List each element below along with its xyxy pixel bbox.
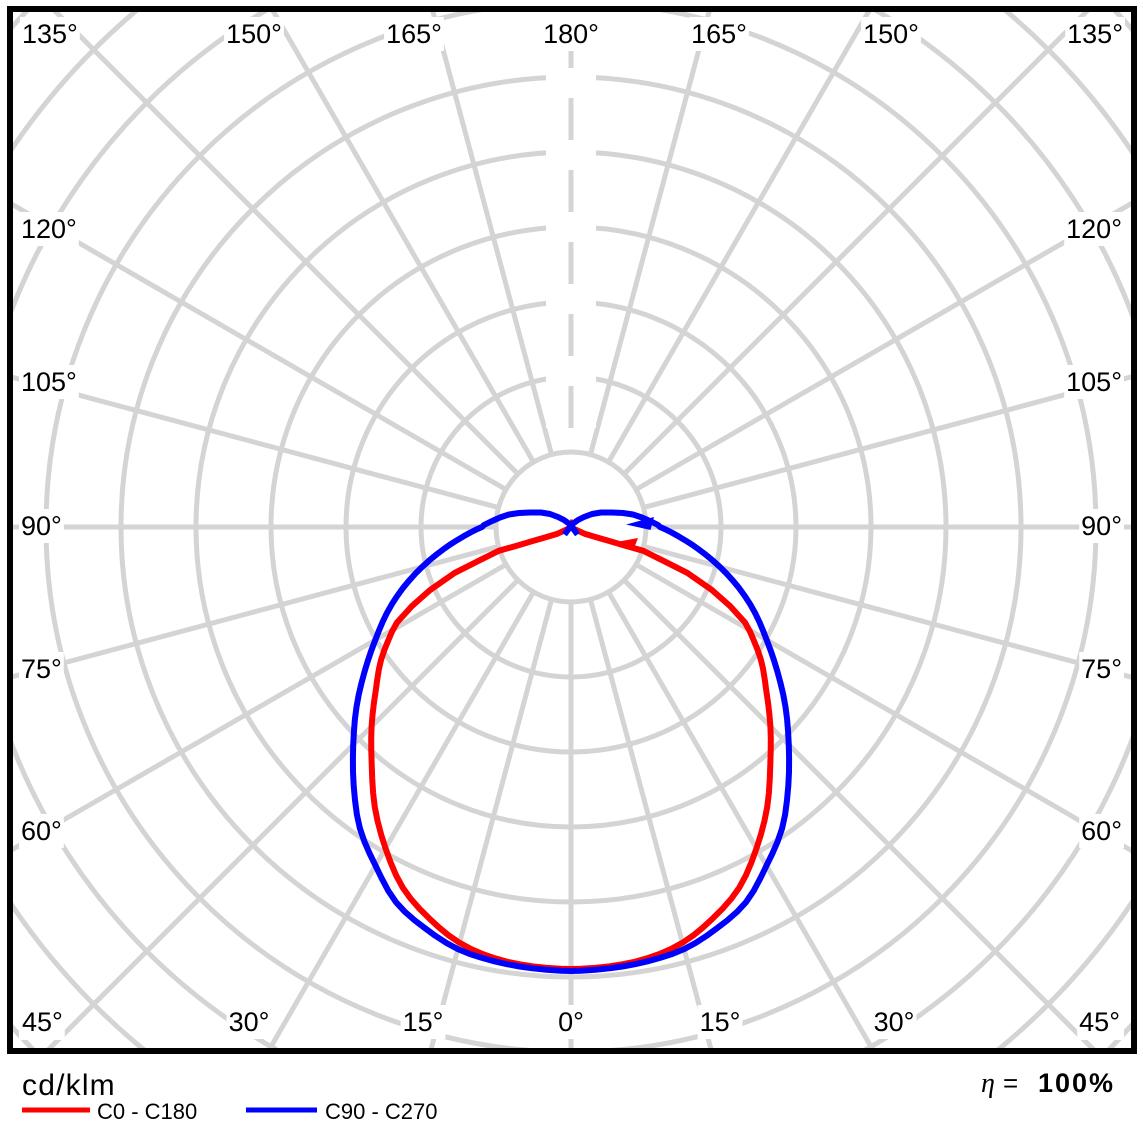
svg-text:=: = — [1003, 1068, 1018, 1098]
svg-text:45°: 45° — [22, 1007, 63, 1037]
svg-text:165°: 165° — [386, 19, 442, 49]
svg-text:C90 - C270: C90 - C270 — [325, 1099, 438, 1124]
svg-text:90°: 90° — [1081, 511, 1122, 541]
svg-text:90°: 90° — [21, 511, 62, 541]
svg-text:150°: 150° — [226, 19, 282, 49]
svg-text:105°: 105° — [21, 367, 77, 397]
svg-text:75°: 75° — [21, 654, 62, 684]
svg-text:165°: 165° — [691, 19, 747, 49]
svg-text:η: η — [981, 1068, 995, 1099]
svg-text:135°: 135° — [1067, 19, 1123, 49]
svg-text:15°: 15° — [403, 1007, 444, 1037]
svg-text:135°: 135° — [22, 19, 78, 49]
svg-text:180°: 180° — [543, 19, 599, 49]
svg-text:60°: 60° — [1081, 816, 1122, 846]
svg-text:15°: 15° — [700, 1007, 741, 1037]
svg-text:C0 - C180: C0 - C180 — [97, 1099, 197, 1124]
svg-text:105°: 105° — [1066, 367, 1122, 397]
svg-text:cd/klm: cd/klm — [22, 1069, 116, 1102]
svg-text:120°: 120° — [1066, 214, 1122, 244]
svg-text:75°: 75° — [1081, 654, 1122, 684]
svg-text:30°: 30° — [229, 1007, 270, 1037]
svg-text:60°: 60° — [21, 816, 62, 846]
svg-text:30°: 30° — [874, 1007, 915, 1037]
svg-text:150°: 150° — [863, 19, 919, 49]
svg-text:0°: 0° — [558, 1007, 584, 1037]
svg-text:45°: 45° — [1079, 1007, 1120, 1037]
svg-text:120°: 120° — [21, 214, 77, 244]
svg-text:100%: 100% — [1038, 1068, 1115, 1098]
